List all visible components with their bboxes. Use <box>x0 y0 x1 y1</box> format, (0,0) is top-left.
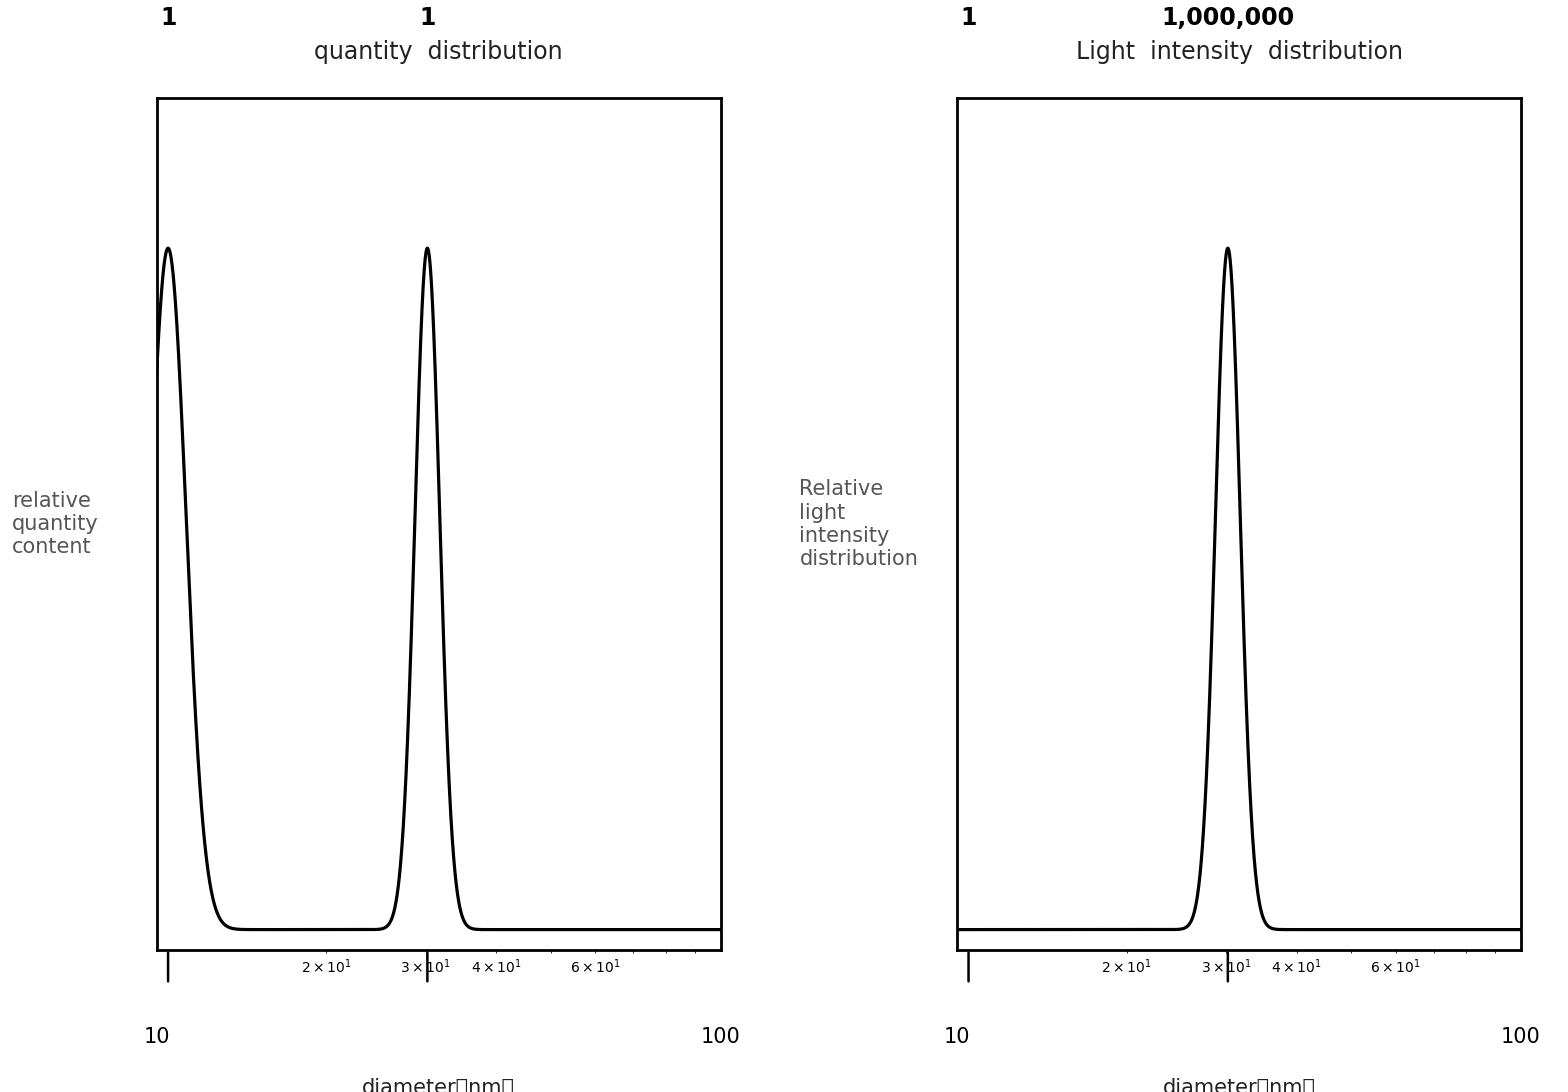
Text: 1: 1 <box>960 7 977 31</box>
Text: diameter（nm）: diameter（nm） <box>1162 1078 1316 1092</box>
Text: 1: 1 <box>419 7 436 31</box>
Text: 1: 1 <box>160 7 176 31</box>
Text: 10: 10 <box>144 1026 169 1047</box>
Text: 100: 100 <box>701 1026 740 1047</box>
Text: 1,000,000: 1,000,000 <box>1162 7 1295 31</box>
Text: quantity  distribution: quantity distribution <box>314 40 563 64</box>
Text: Relative
light
intensity
distribution: Relative light intensity distribution <box>800 479 919 569</box>
Text: relative
quantity
content: relative quantity content <box>13 491 99 557</box>
Text: 100: 100 <box>1501 1026 1541 1047</box>
Text: Light  intensity  distribution: Light intensity distribution <box>1076 40 1403 64</box>
Text: 10: 10 <box>944 1026 971 1047</box>
Text: diameter（nm）: diameter（nm） <box>362 1078 516 1092</box>
